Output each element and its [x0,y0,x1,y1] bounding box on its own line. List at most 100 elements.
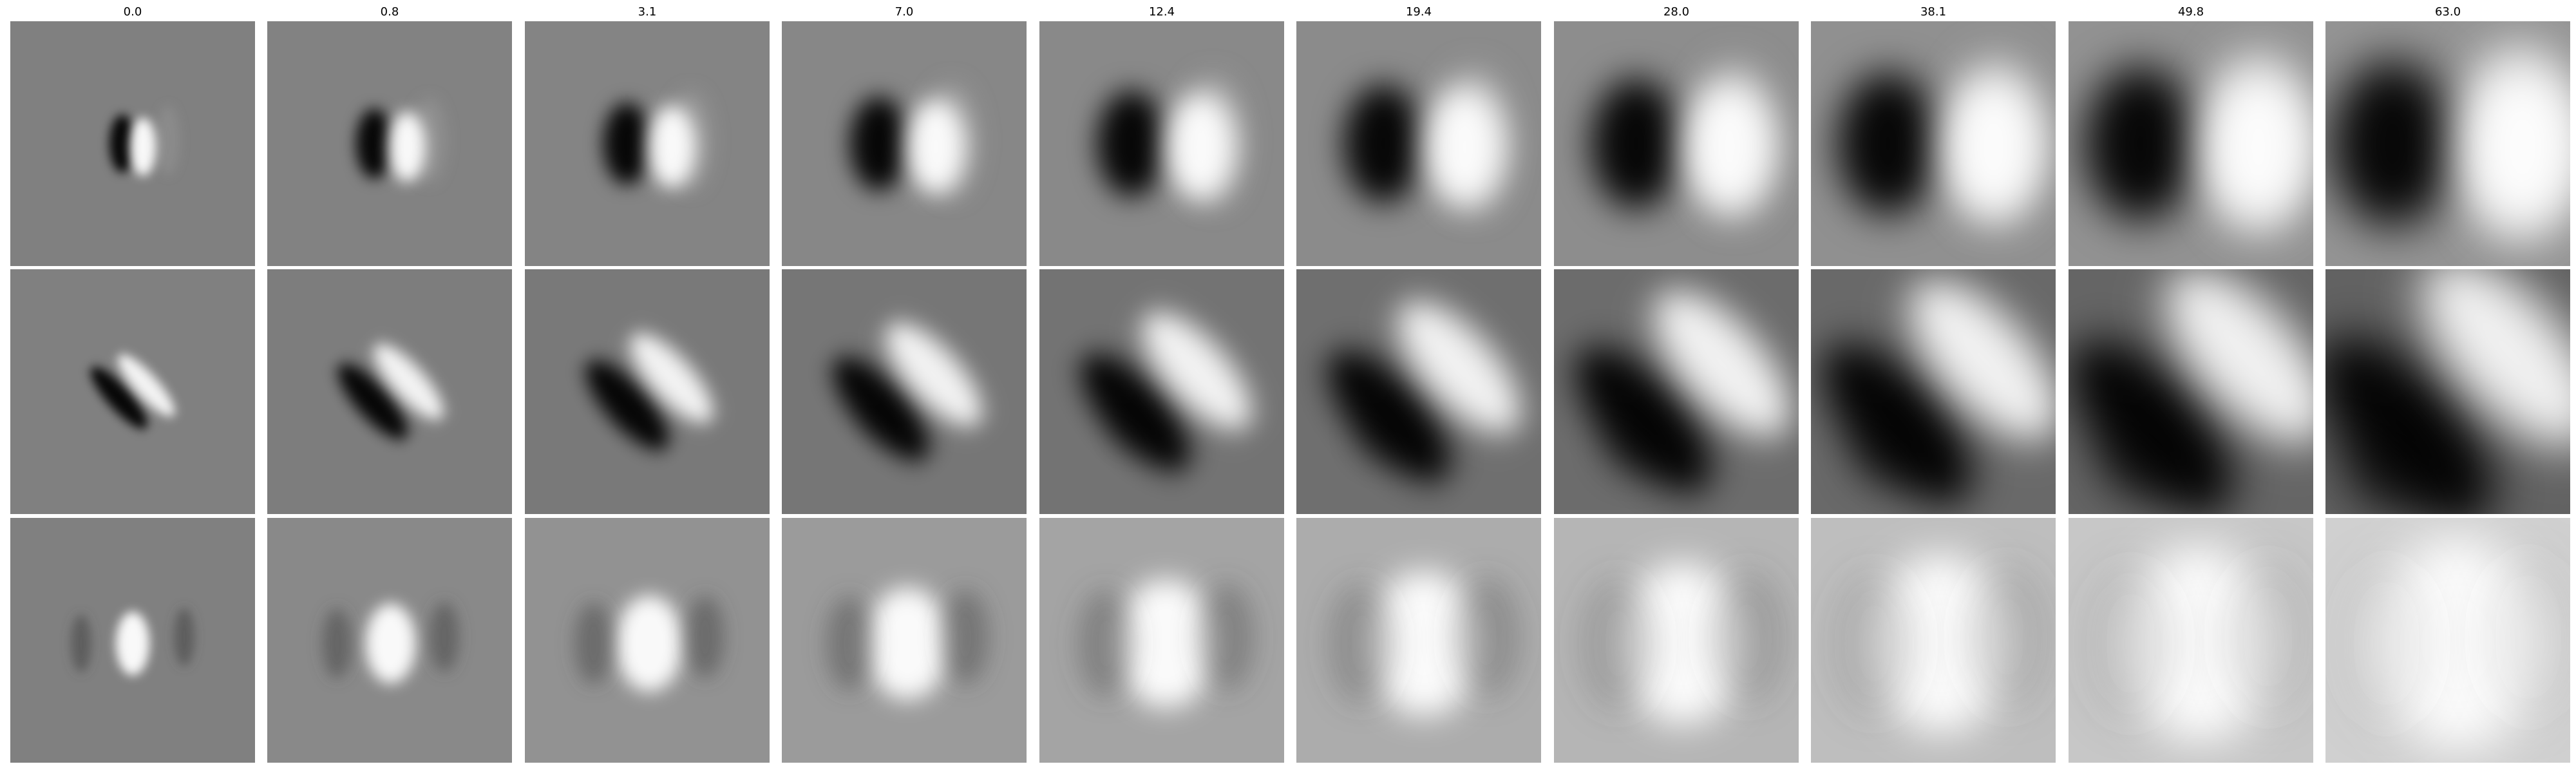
filter-panel [525,269,770,514]
panel-background [1039,269,1284,514]
filter-blob [1653,290,1790,437]
filter-panel [1039,21,1284,266]
filter-panel [782,518,1027,763]
filter-blob [2325,336,2494,514]
filter-image [1296,269,1541,514]
filter-blob [1114,405,1155,446]
filter-blob [2331,60,2454,227]
filter-blob [1425,87,1505,207]
filter-panel [1296,21,1541,266]
filter-blob [621,397,646,421]
filter-blob [942,589,989,685]
filter-image [1554,518,1799,763]
filter-blob [322,608,352,679]
filter-image [10,518,255,763]
filter-blob [1198,584,1254,691]
filter-panel [1811,21,2056,266]
column-title: 49.8 [2177,5,2204,19]
filter-blob [1852,418,1919,485]
filter-image [1296,518,1541,763]
filter-panel [782,269,1027,514]
filter-blob [375,392,391,408]
filter-blob [907,99,965,195]
filter-image [267,269,512,514]
filter-image [10,21,255,266]
filter-blob [826,596,873,691]
column-title: 63.0 [2434,5,2461,19]
filter-image [782,269,1027,514]
filter-image [267,21,512,266]
filter-blob [2086,566,2175,721]
filter-blob [1078,590,1133,697]
filter-blob [1097,90,1166,197]
filter-blob [1833,571,1915,716]
filter-image [1039,518,1284,763]
filter-blob [129,388,136,395]
filter-panel [525,21,770,266]
filter-blob [1330,584,1394,703]
filter-panel [2325,269,2570,514]
filter-blob [430,602,459,673]
filter-blob [1343,84,1423,204]
filter-blob [388,111,426,182]
filter-blob [2202,69,2313,225]
filter-panel [1296,269,1541,514]
filter-blob [355,108,393,179]
filter-blob [1141,311,1252,430]
column-title: 19.4 [1405,5,1432,19]
filter-image [525,21,770,266]
filter-blob [1582,578,1654,709]
filter-blob [603,102,651,185]
filter-blob [117,354,175,417]
column-title: 0.8 [380,5,399,19]
filter-blob [71,615,91,673]
filter-blob [865,587,950,700]
panel-background [267,269,512,514]
filter-panel [2069,518,2313,763]
filter-blob [2479,553,2570,721]
filter-blob [1166,93,1235,200]
filter-image [1811,518,2056,763]
filter-blob [1909,279,2056,441]
filter-image [525,269,770,514]
column-title: 0.0 [123,5,142,19]
filter-blob [2165,269,2313,444]
filter-blob [630,333,714,424]
filter-blob [2223,559,2313,715]
filter-panel [267,21,512,266]
filter-panel [2069,269,2313,514]
filter-blob [1837,72,1938,216]
filter-panel [2325,518,2570,763]
filter-panel [267,269,512,514]
filter-blob [849,96,908,191]
filter-image [525,518,770,763]
filter-blob [1115,579,1217,708]
panel-background [525,269,770,514]
filter-blob [109,115,135,173]
filter-blob [90,367,148,429]
filter-image [2325,269,2570,514]
filter-blob [2421,269,2570,448]
filter-panel [1554,518,1799,763]
filter-panel [2325,21,2570,266]
filter-panel [2069,21,2313,266]
filter-image [267,518,512,763]
filter-panel [1554,21,1799,266]
filter-image [1811,269,2056,514]
filter-blob [2345,427,2429,511]
filter-blob [886,322,983,427]
filter-blob [1684,81,1775,213]
column-title: 38.1 [1920,5,1947,19]
filter-blob [574,602,612,685]
column-title: 3.1 [638,5,657,19]
column-title: 28.0 [1663,5,1690,19]
column-title: 7.0 [895,5,914,19]
filter-blob [156,106,180,175]
filter-image [1811,21,2056,266]
filter-image [2069,518,2313,763]
filter-panel [1811,269,2056,514]
filter-panel [1554,269,1799,514]
filter-blob [616,595,683,692]
filter-image [2325,21,2570,266]
